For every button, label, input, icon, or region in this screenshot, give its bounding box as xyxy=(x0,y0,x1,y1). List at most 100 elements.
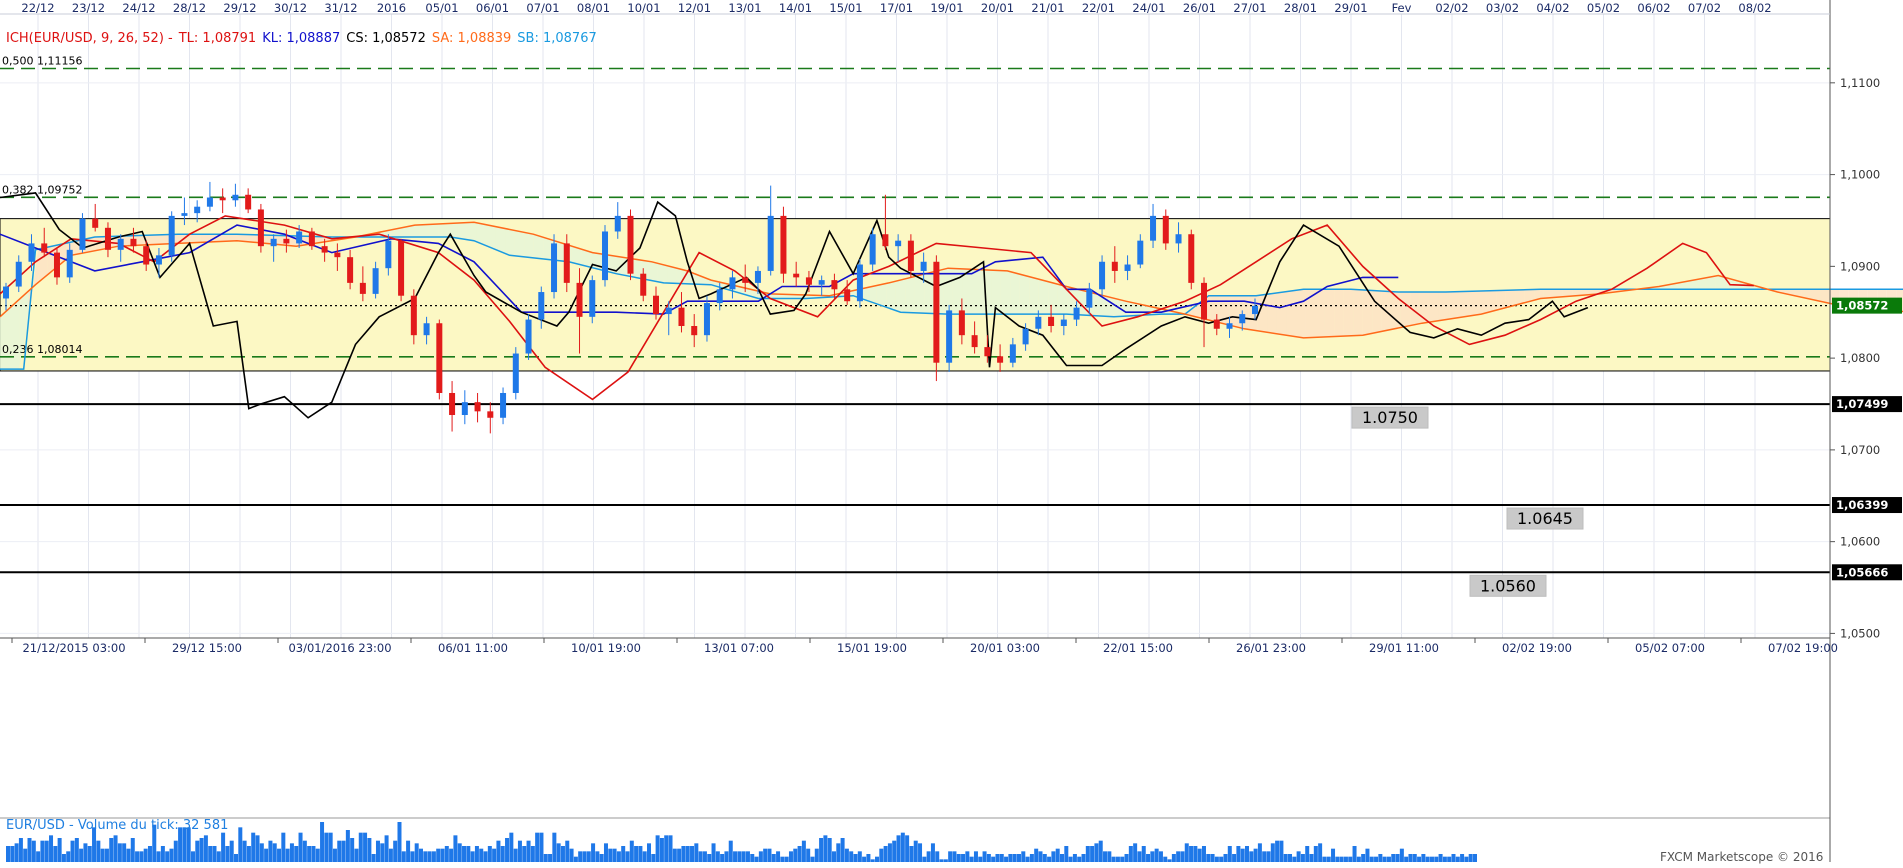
volume-bar xyxy=(621,846,626,862)
candle-body xyxy=(1175,234,1182,244)
volume-bar xyxy=(737,851,742,862)
volume-bar xyxy=(1473,854,1477,862)
fib-level-label: 0,500 1,11156 xyxy=(2,55,82,68)
volume-bar xyxy=(418,848,423,862)
support-tag-bg xyxy=(1351,406,1429,429)
volume-bar xyxy=(328,832,333,862)
volume-bar xyxy=(1356,856,1361,862)
cloud-segment xyxy=(1524,289,1535,303)
volume-bar xyxy=(599,854,604,862)
volume-bar xyxy=(18,838,23,862)
level-tags: 1,08572 1,07499 1,06399 1,05666 1.0750 1.0645… xyxy=(1351,297,1902,597)
top-date-label: 08/02 xyxy=(1738,1,1771,15)
volume-bar xyxy=(83,843,88,862)
volume-bar xyxy=(1176,851,1181,862)
volume-bar xyxy=(702,851,707,862)
cloud-segment xyxy=(1334,289,1344,337)
volume-bar xyxy=(203,835,208,862)
senkou-span-b-line xyxy=(0,233,1903,370)
top-date-label: 30/12 xyxy=(274,1,307,15)
candle-body xyxy=(461,402,468,416)
candle-body xyxy=(334,252,341,258)
cloud-segment xyxy=(1781,289,1792,296)
legend-kl: KL: 1,08887 xyxy=(262,31,341,46)
volume-bar xyxy=(526,840,531,862)
volume-bar xyxy=(831,851,836,862)
volume-bar xyxy=(1124,854,1129,862)
candle-body xyxy=(1073,307,1080,320)
volume-bar xyxy=(978,856,983,862)
volume-bar xyxy=(961,854,966,862)
bottom-date-label: 05/02 07:00 xyxy=(1635,641,1705,655)
bottom-date-label: 06/01 11:00 xyxy=(438,641,508,655)
volume-bar xyxy=(836,843,841,862)
volume-bar xyxy=(728,840,733,862)
top-date-label: 05/01 xyxy=(425,1,458,15)
candle-body xyxy=(780,215,787,274)
volume-bar xyxy=(14,843,19,862)
cloud-segment xyxy=(914,274,925,314)
volume-bar xyxy=(113,835,118,862)
candle-body xyxy=(984,347,991,357)
volume-bar xyxy=(1240,848,1245,862)
volume-bar xyxy=(745,851,750,862)
volume-bar xyxy=(1012,854,1017,862)
volume-bar xyxy=(866,854,871,862)
support-tag-label: 1.0750 xyxy=(1362,408,1418,427)
volume-bar xyxy=(449,848,454,862)
candle-body xyxy=(1213,319,1220,329)
volume-bar xyxy=(1060,854,1065,862)
volume-bar xyxy=(1167,859,1172,862)
volume-bar xyxy=(1421,854,1426,862)
cloud-segment xyxy=(1810,289,1821,302)
candle-body xyxy=(665,307,672,315)
volume-bar xyxy=(1335,856,1340,862)
cloud-segment xyxy=(1505,290,1516,308)
candle-body xyxy=(640,273,647,296)
volume-bar xyxy=(1408,854,1413,862)
volume-bar xyxy=(1442,856,1447,862)
cloud-segment xyxy=(1715,276,1725,290)
volume-bar xyxy=(1244,846,1249,862)
candle-body xyxy=(143,246,150,265)
volume-bar xyxy=(1266,851,1271,862)
y-tick-label: 1,0600 xyxy=(1840,535,1880,549)
volume-bar xyxy=(49,835,54,862)
volume-bar xyxy=(1163,856,1168,862)
support-axis-tag: 1,06399 xyxy=(1836,498,1888,512)
cloud-segment xyxy=(1705,276,1716,290)
cloud-segment xyxy=(1410,292,1420,326)
candle-body xyxy=(1239,314,1246,324)
volume-bar xyxy=(1425,856,1430,862)
chikou-span-line xyxy=(0,192,1589,419)
candle-body xyxy=(283,238,290,244)
cloud-segment xyxy=(895,278,906,313)
cloud-segment xyxy=(1696,277,1706,290)
cloud-segment xyxy=(1543,289,1554,299)
candle-body xyxy=(487,411,494,418)
volume-bar xyxy=(548,854,553,862)
candle-body xyxy=(703,303,710,336)
candle-body xyxy=(920,261,927,271)
volume-bar xyxy=(397,822,402,862)
volume-bar xyxy=(31,840,36,862)
cloud-segment xyxy=(9,299,20,370)
support-tag-label: 1.0645 xyxy=(1517,509,1573,528)
cloud-segment xyxy=(1391,291,1401,330)
cloud-segment xyxy=(1210,295,1220,323)
candle-body xyxy=(576,282,583,317)
volume-bar xyxy=(690,846,695,862)
volume-bar xyxy=(1214,856,1219,862)
cloud-segment xyxy=(181,234,191,244)
support-tag-label: 1.0560 xyxy=(1480,576,1536,595)
volume-bar xyxy=(427,851,432,862)
volume-bar xyxy=(655,835,660,862)
cloud-segment xyxy=(1801,289,1811,300)
volume-bar xyxy=(943,859,948,862)
volume-bar xyxy=(1029,854,1034,862)
cloud-segment xyxy=(1000,270,1011,315)
candle-body xyxy=(3,286,9,299)
volume-bar xyxy=(1115,856,1120,862)
volume-bar xyxy=(436,848,441,862)
candle-body xyxy=(805,277,812,285)
